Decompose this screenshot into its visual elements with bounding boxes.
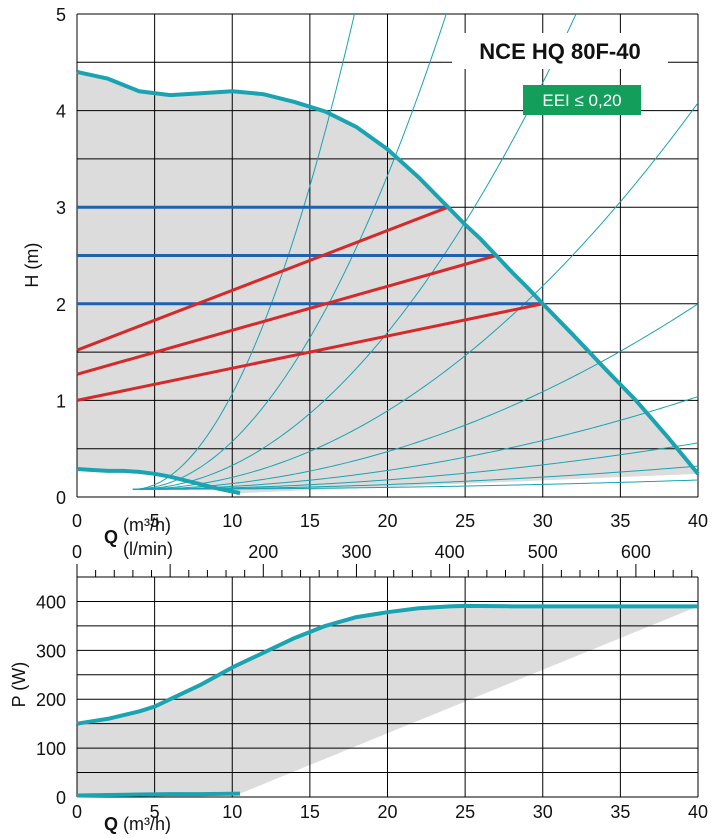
- head-y-tick-label: 2: [56, 295, 66, 315]
- lmin-axis-label: (l/min): [123, 539, 173, 559]
- head-x-tick-label: 40: [688, 511, 708, 531]
- head-x-tick-label: 15: [300, 511, 320, 531]
- head-y-tick-label: 4: [56, 102, 66, 122]
- power-x-tick-label: 40: [688, 802, 708, 822]
- power-x-tick-label: 0: [72, 802, 82, 822]
- head-y-tick-label: 0: [56, 488, 66, 508]
- power-y-axis-label: P (W): [9, 662, 29, 708]
- power-y-tick-label: 200: [36, 690, 66, 710]
- system-curve: [132, 303, 698, 490]
- power-x-tick-label: 10: [222, 802, 242, 822]
- power-y-tick-label: 300: [36, 641, 66, 661]
- lmin-tick-label: 400: [435, 542, 465, 562]
- title-background: [452, 33, 668, 69]
- power-x-axis-label: Q: [104, 814, 118, 834]
- lmin-tick-label: 0: [72, 542, 82, 562]
- head-x-tick-label: 35: [610, 511, 630, 531]
- proportional-pressure-line: [76, 302, 544, 402]
- power-x-tick-label: 35: [610, 802, 630, 822]
- max-power-curve: [76, 603, 698, 726]
- head-y-tick-label: 3: [56, 198, 66, 218]
- power-x-tick-label: 5: [150, 802, 160, 822]
- head-x-tick-label: 30: [533, 511, 553, 531]
- head-x-tick-label: 25: [455, 511, 475, 531]
- power-x-tick-label: 20: [377, 802, 397, 822]
- chart-title: NCE HQ 80F-40: [479, 39, 640, 64]
- head-x-axis-label: Q: [104, 527, 118, 547]
- power-x-tick-label: 30: [533, 802, 553, 822]
- lmin-tick-label: 200: [248, 542, 278, 562]
- proportional-pressure-line: [76, 205, 449, 352]
- power-y-tick-label: 100: [36, 739, 66, 759]
- power-unshaded-wedge: [240, 606, 698, 797]
- head-y-tick-label: 5: [56, 5, 66, 25]
- head-x-tick-label: 0: [72, 511, 82, 531]
- system-curve: [132, 396, 698, 490]
- system-curve: [132, 102, 698, 490]
- head-y-tick-label: 1: [56, 391, 66, 411]
- min-power-curve: [76, 791, 241, 798]
- system-curve: [132, 14, 447, 490]
- eei-badge: [523, 85, 641, 115]
- power-x-tick-label: 25: [455, 802, 475, 822]
- head-x-tick-label: 10: [222, 511, 242, 531]
- proportional-pressure-line: [76, 254, 497, 376]
- eei-badge-text: EEI ≤ 0,20: [542, 91, 621, 110]
- max-head-curve: [76, 70, 700, 476]
- head-y-axis-label: H (m): [22, 243, 42, 288]
- head-x-tick-label: 20: [377, 511, 397, 531]
- system-curve: [132, 442, 698, 490]
- power-y-tick-label: 400: [36, 592, 66, 612]
- system-curve: [132, 14, 577, 490]
- lmin-tick-label: 600: [621, 542, 651, 562]
- head-x-tick-label: 5: [150, 511, 160, 531]
- lmin-tick-label: 500: [528, 542, 558, 562]
- min-head-curve: [76, 466, 241, 496]
- power-x-tick-label: 15: [300, 802, 320, 822]
- head-x-axis-unit: (m³/h): [123, 515, 171, 535]
- lmin-tick-label: 300: [341, 542, 371, 562]
- power-x-axis-unit: (m³/h): [123, 814, 171, 834]
- power-y-tick-label: 0: [56, 788, 66, 808]
